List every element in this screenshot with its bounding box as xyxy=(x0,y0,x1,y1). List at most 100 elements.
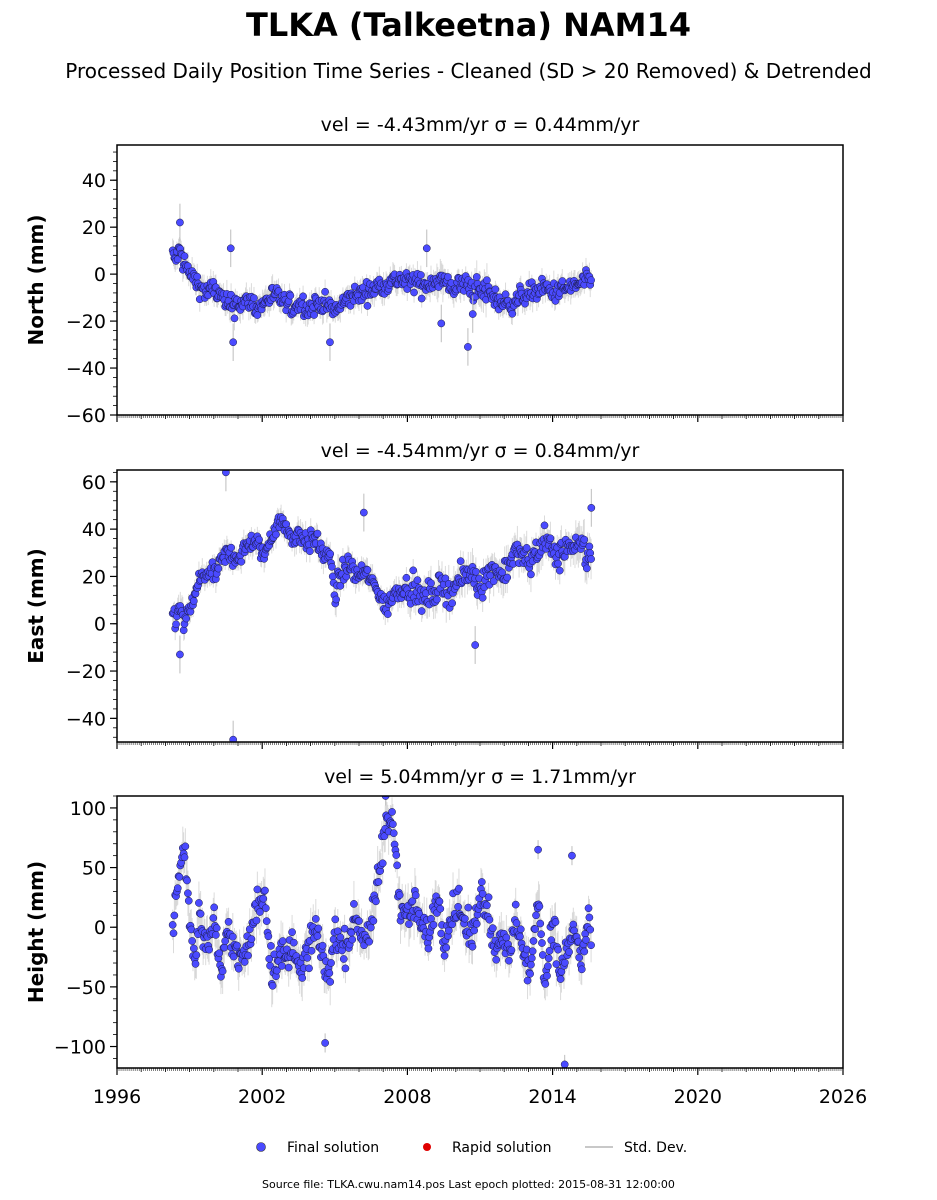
data-point xyxy=(210,903,219,912)
y-tick-label: −20 xyxy=(66,311,106,333)
data-point xyxy=(224,917,233,926)
data-point xyxy=(264,932,273,941)
data-point xyxy=(580,535,589,544)
data-point xyxy=(175,873,184,881)
data-point xyxy=(512,919,521,927)
final-solution-points-1 xyxy=(168,470,596,742)
data-point xyxy=(440,951,449,960)
data-point xyxy=(195,899,203,907)
data-point xyxy=(230,314,239,323)
data-point xyxy=(261,886,269,895)
data-point xyxy=(537,930,545,938)
data-point xyxy=(560,958,569,967)
data-point xyxy=(527,954,536,963)
data-point xyxy=(410,288,418,297)
data-point xyxy=(181,842,190,851)
data-point xyxy=(538,939,546,947)
data-point xyxy=(244,951,252,960)
data-point xyxy=(529,937,538,945)
legend-label-stddev: Std. Dev. xyxy=(624,1140,687,1156)
data-point xyxy=(442,943,451,952)
panel-ylabel-2: Height (mm) xyxy=(24,861,48,1003)
data-point xyxy=(405,920,413,928)
data-point xyxy=(339,955,348,963)
y-tick-label: 40 xyxy=(82,519,106,541)
data-point xyxy=(508,309,517,318)
data-point xyxy=(328,562,336,571)
data-point xyxy=(565,948,573,956)
data-point xyxy=(464,903,473,912)
y-tick-label: 40 xyxy=(82,170,106,192)
data-point xyxy=(545,946,554,955)
outlier-point xyxy=(422,244,431,253)
outlier-point xyxy=(468,310,477,318)
data-point xyxy=(378,859,387,868)
data-point xyxy=(587,941,595,950)
data-point xyxy=(307,946,316,955)
data-point xyxy=(544,962,552,971)
data-point xyxy=(523,976,532,985)
data-point xyxy=(544,954,553,963)
outlier-point xyxy=(587,503,596,512)
data-point xyxy=(584,904,593,913)
data-point xyxy=(541,980,550,988)
data-point xyxy=(388,808,396,816)
outlier-point xyxy=(176,650,184,659)
data-point xyxy=(472,567,480,576)
data-point xyxy=(326,978,335,986)
data-point xyxy=(516,925,525,934)
data-point xyxy=(173,255,182,264)
data-point xyxy=(472,273,481,281)
y-tick-label: −40 xyxy=(66,708,106,730)
data-point xyxy=(546,534,555,543)
data-point xyxy=(215,949,224,958)
data-point xyxy=(267,942,275,950)
data-point xyxy=(483,901,491,910)
y-tick-label: 60 xyxy=(82,472,106,494)
data-point xyxy=(393,861,401,870)
panel-frame-1 xyxy=(116,469,844,743)
figure-subtitle: Processed Daily Position Time Series - C… xyxy=(65,59,871,83)
legend: Final solution Rapid solution Std. Dev. xyxy=(256,1140,687,1156)
data-point xyxy=(313,529,322,538)
final-solution-points-0 xyxy=(168,203,595,366)
data-point xyxy=(205,945,213,954)
data-point xyxy=(417,294,426,303)
data-point xyxy=(389,829,398,838)
outlier-point xyxy=(534,845,542,854)
data-point xyxy=(170,911,179,920)
data-point xyxy=(552,960,561,968)
panel-0: vel = -4.43mm/yr σ = 0.44mm/yr North (mm)… xyxy=(24,114,844,427)
panel-title-0: vel = -4.43mm/yr σ = 0.44mm/yr xyxy=(321,114,640,136)
data-point xyxy=(278,937,287,945)
data-point xyxy=(173,884,182,893)
data-point xyxy=(413,576,422,585)
data-point xyxy=(424,944,433,953)
data-point xyxy=(558,277,567,285)
panels-group: vel = -4.43mm/yr σ = 0.44mm/yr North (mm)… xyxy=(24,114,867,1108)
legend-label-rapid: Rapid solution xyxy=(452,1140,552,1156)
legend-marker-rapid xyxy=(423,1143,431,1151)
outlier-point xyxy=(437,319,446,328)
data-point xyxy=(526,969,534,978)
data-point xyxy=(209,914,218,922)
y-tick-label: 100 xyxy=(70,798,106,820)
data-point xyxy=(336,581,345,590)
data-point xyxy=(555,566,564,575)
data-point xyxy=(189,597,198,605)
data-point xyxy=(180,252,189,261)
data-point xyxy=(489,577,498,586)
data-point xyxy=(416,271,425,279)
figure-title: TLKA (Talkeetna) NAM14 xyxy=(246,6,691,44)
y-tick-label: 20 xyxy=(82,217,106,239)
data-point xyxy=(429,920,438,929)
data-point xyxy=(306,547,314,556)
data-point xyxy=(262,917,271,925)
data-point xyxy=(288,928,296,937)
data-point xyxy=(437,929,446,938)
data-point xyxy=(325,969,334,977)
data-point xyxy=(305,964,313,973)
x-tick-label: 2002 xyxy=(238,1086,286,1108)
x-tick-label: 2026 xyxy=(819,1086,867,1108)
data-point xyxy=(580,947,589,956)
